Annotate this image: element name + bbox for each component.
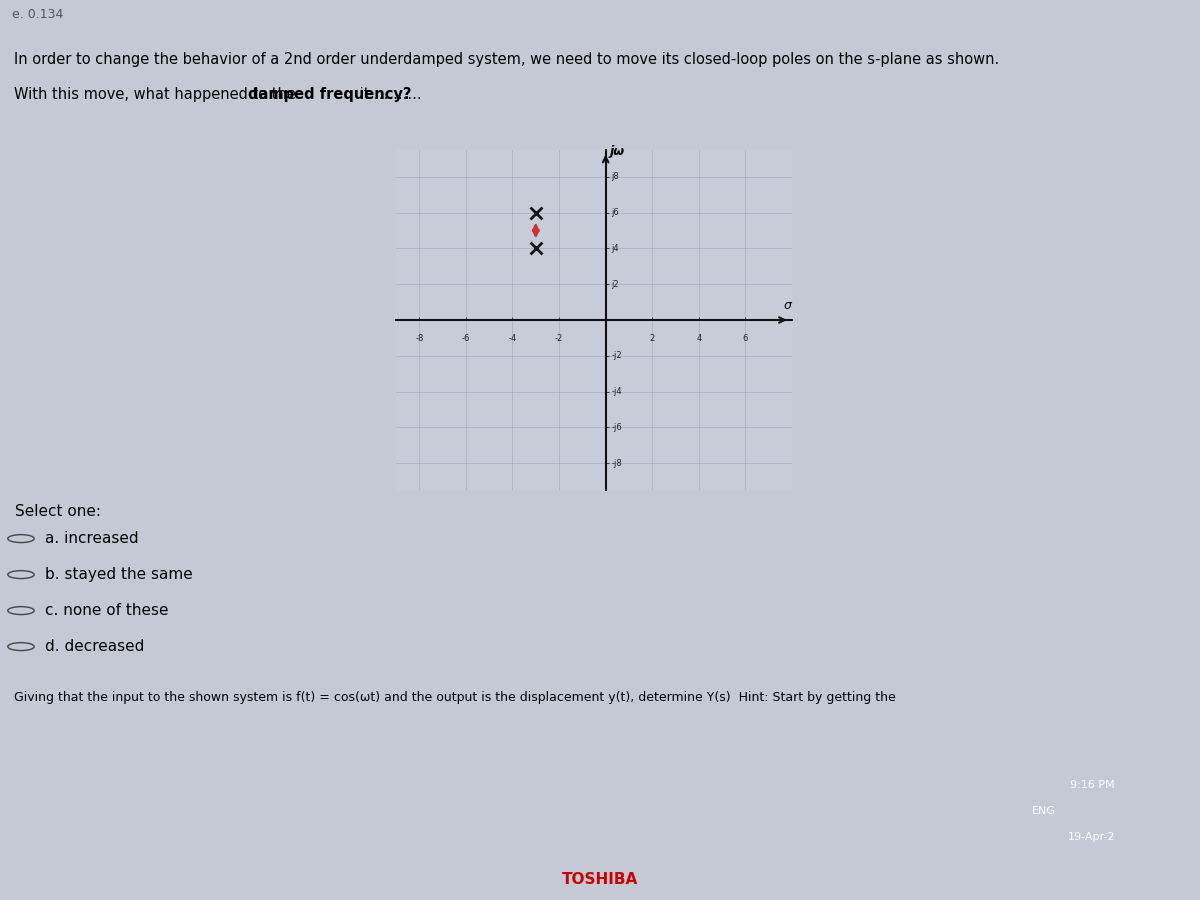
Text: 4: 4 xyxy=(696,334,702,343)
Text: Select one:: Select one: xyxy=(14,504,101,519)
Text: 9:16 PM: 9:16 PM xyxy=(1069,780,1115,790)
Text: 2: 2 xyxy=(649,334,655,343)
Text: -j6: -j6 xyxy=(612,423,623,432)
Text: 19-Apr-2: 19-Apr-2 xyxy=(1068,832,1116,842)
Text: b. stayed the same: b. stayed the same xyxy=(46,567,193,582)
Text: ENG: ENG xyxy=(1032,806,1056,816)
Text: j4: j4 xyxy=(612,244,619,253)
Text: damped frequency?: damped frequency? xyxy=(247,87,410,102)
Text: it ..........: it .......... xyxy=(355,87,421,102)
Text: 6: 6 xyxy=(743,334,748,343)
Text: a. increased: a. increased xyxy=(46,531,139,546)
Text: σ: σ xyxy=(784,300,791,312)
Text: d. decreased: d. decreased xyxy=(46,639,144,654)
Text: -6: -6 xyxy=(462,334,470,343)
Text: e. 0.134: e. 0.134 xyxy=(12,8,64,22)
Text: Giving that the input to the shown system is f(t) = cos(ωt) and the output is th: Giving that the input to the shown syste… xyxy=(14,691,896,704)
Text: -8: -8 xyxy=(415,334,424,343)
Text: -j8: -j8 xyxy=(612,459,623,468)
Text: TOSHIBA: TOSHIBA xyxy=(562,872,638,887)
Text: With this move, what happened to the: With this move, what happened to the xyxy=(14,87,301,102)
Text: j6: j6 xyxy=(612,208,619,217)
Text: j8: j8 xyxy=(612,172,619,181)
Text: c. none of these: c. none of these xyxy=(46,603,168,618)
Text: -j2: -j2 xyxy=(612,351,622,360)
Text: -2: -2 xyxy=(554,334,563,343)
Text: j2: j2 xyxy=(612,280,619,289)
Text: -j4: -j4 xyxy=(612,387,622,396)
Text: In order to change the behavior of a 2nd order underdamped system, we need to mo: In order to change the behavior of a 2nd… xyxy=(14,51,1000,67)
Text: jω: jω xyxy=(610,146,625,158)
Text: -4: -4 xyxy=(509,334,516,343)
